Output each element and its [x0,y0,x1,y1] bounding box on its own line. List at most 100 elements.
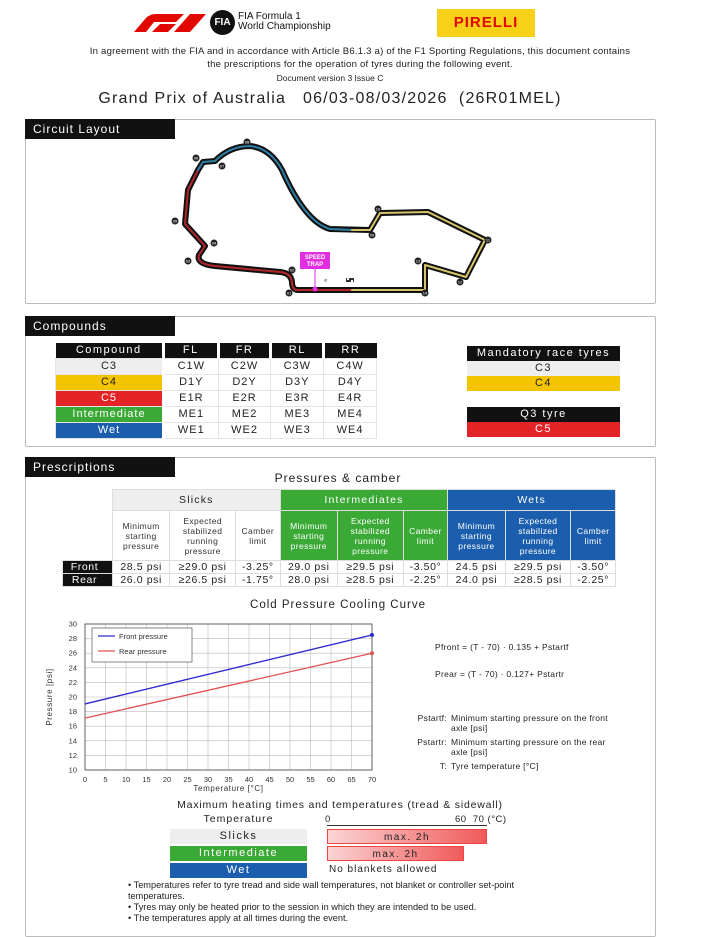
y-tick-label: 18 [69,707,77,716]
series-endpoint [370,651,374,656]
q3-c5: C5 [467,422,620,437]
col-rr: RR [323,343,377,358]
pressure-row: Front 28.5 psi ≥29.0 psi -3.25° 29.0 psi ≥29.… [62,560,616,574]
page-title: Grand Prix of Australia 06/03-08/03/2026… [98,90,562,107]
turn-label: 14 [423,290,428,295]
scale-max: 60 70 (°C) [455,814,507,825]
x-tick-label: 25 [183,775,191,784]
note-1: • Temperatures refer to tyre tread and s… [128,880,515,901]
turn-label: 07 [220,163,225,168]
definition-text: Minimum starting pressure on the front a… [451,713,608,733]
speed-trap-box [300,252,330,269]
tyre-code: WE1 [163,421,219,439]
circuit-frame [25,119,656,304]
tyre-code: C3W [270,357,325,375]
pressure-value: 29.0 psi [279,560,338,574]
fia-text-line1: FIA Formula 1 [238,11,301,22]
pressures-table: Slicks Intermediates Wets Minimum starti… [62,489,616,587]
compound-table: Compound FL FR RL RR C3 C1W C2W C3W C4W C4 D1Y… [55,343,377,439]
compounds-frame [25,316,656,447]
series-endpoint [370,632,374,637]
turn-label: 12 [458,279,463,284]
tyre-code: ME1 [163,405,219,423]
compound-name: Intermediate [55,405,165,423]
intro-line2: the prescriptions for the operation of t… [207,59,513,70]
speed-trap-label-1: SPEED [305,255,326,261]
pressure-value: 28.5 psi [111,560,171,574]
heating-bar: max. 2h [327,846,465,861]
pressure-value: ≥26.5 psi [169,573,236,587]
mandatory-c3: C3 [467,361,620,376]
x-tick-label: 60 [327,775,335,784]
group-wets: Wets [447,489,616,511]
turn-label: 02 [290,267,295,272]
turn-label: 09 [370,232,375,237]
x-tick-label: 70 [368,775,376,784]
speed-trap-label-2: TRAP [307,262,323,268]
turn-marker: 03 [184,257,192,265]
y-tick-label: 16 [69,722,77,731]
x-tick-label: 15 [142,775,150,784]
legend-label: Front pressure [119,632,168,641]
turn-marker: 10 [374,205,382,213]
series-line-0 [84,634,373,705]
turn-label: 05 [173,218,178,223]
turn-label: 11 [486,237,491,242]
mandatory-title: Mandatory race tyres [467,346,620,361]
x-tick-label: 5 [103,775,107,784]
pirelli-logo: PIRELLI [437,9,535,37]
definition: Pstartf: Minimum starting pressure on the… [405,713,610,733]
subheader: Camber limit [235,510,281,561]
turn-label: 10 [376,206,381,211]
tyre-code: ME4 [323,405,377,423]
turn-label: 03 [186,258,191,263]
turn-label: 06 [194,155,199,160]
pressure-value: 24.5 psi [447,560,506,574]
heating-bar: max. 2h [327,829,487,844]
turn-label: 04 [212,240,217,245]
formula-rear: Prear = (T - 70) · 0.127+ Pstartr [435,669,565,679]
turn-label: 01 [287,290,292,295]
pressure-value: -1.75° [235,573,281,587]
y-tick-label: 14 [69,736,77,745]
q3-title: Q3 tyre [467,407,620,422]
row-label: Front [62,560,113,574]
heating-title: Maximum heating times and temperatures (… [177,799,503,811]
compound-table-header: Compound FL FR RL RR [55,343,377,358]
tyre-code: D2Y [217,373,272,391]
intro-line1: In agreement with the FIA and in accorda… [89,46,631,57]
compound-row: Intermediate ME1 ME2 ME3 ME4 [55,405,377,423]
definition: Pstartr: Minimum starting pressure on the… [405,737,610,757]
compound-name: Wet [55,421,165,439]
fia-text-line2: World Championship [238,21,331,32]
turn-label: 13 [416,258,421,263]
sector1 [184,169,353,291]
group-slicks: Slicks [112,489,281,511]
pressure-value: 26.0 psi [111,573,171,587]
compound-row: C5 E1R E2R E3R E4R [55,389,377,407]
subheader: Camber limit [402,510,449,561]
x-tick-label: 35 [224,775,232,784]
pressure-value: -3.50° [402,560,449,574]
definition-text: Tyre temperature [°C] [451,761,539,771]
pressure-value: -3.25° [235,560,281,574]
turn-marker: 07 [218,162,226,170]
chart-title: Cold Pressure Cooling Curve [250,599,426,611]
heating-row-label: Slicks [170,829,307,844]
definition: T: Tyre temperature [°C] [405,761,610,771]
x-tick-label: 10 [122,775,130,784]
mandatory-c4: C4 [467,376,620,391]
tyre-code: E2R [217,389,272,407]
subheader: Expected stabilized running pressure [504,510,572,561]
x-tick-label: 55 [306,775,314,784]
sector2 [197,145,353,231]
y-tick-label: 24 [69,663,77,672]
f1-logo [124,12,208,32]
y-tick-label: 30 [69,620,77,629]
turn-marker: 01 [285,289,293,297]
temperature-scale-line [327,825,487,826]
compounds-section-title: Compounds [25,316,175,336]
tyre-code: D3Y [270,373,325,391]
compound-name: C4 [55,373,165,391]
